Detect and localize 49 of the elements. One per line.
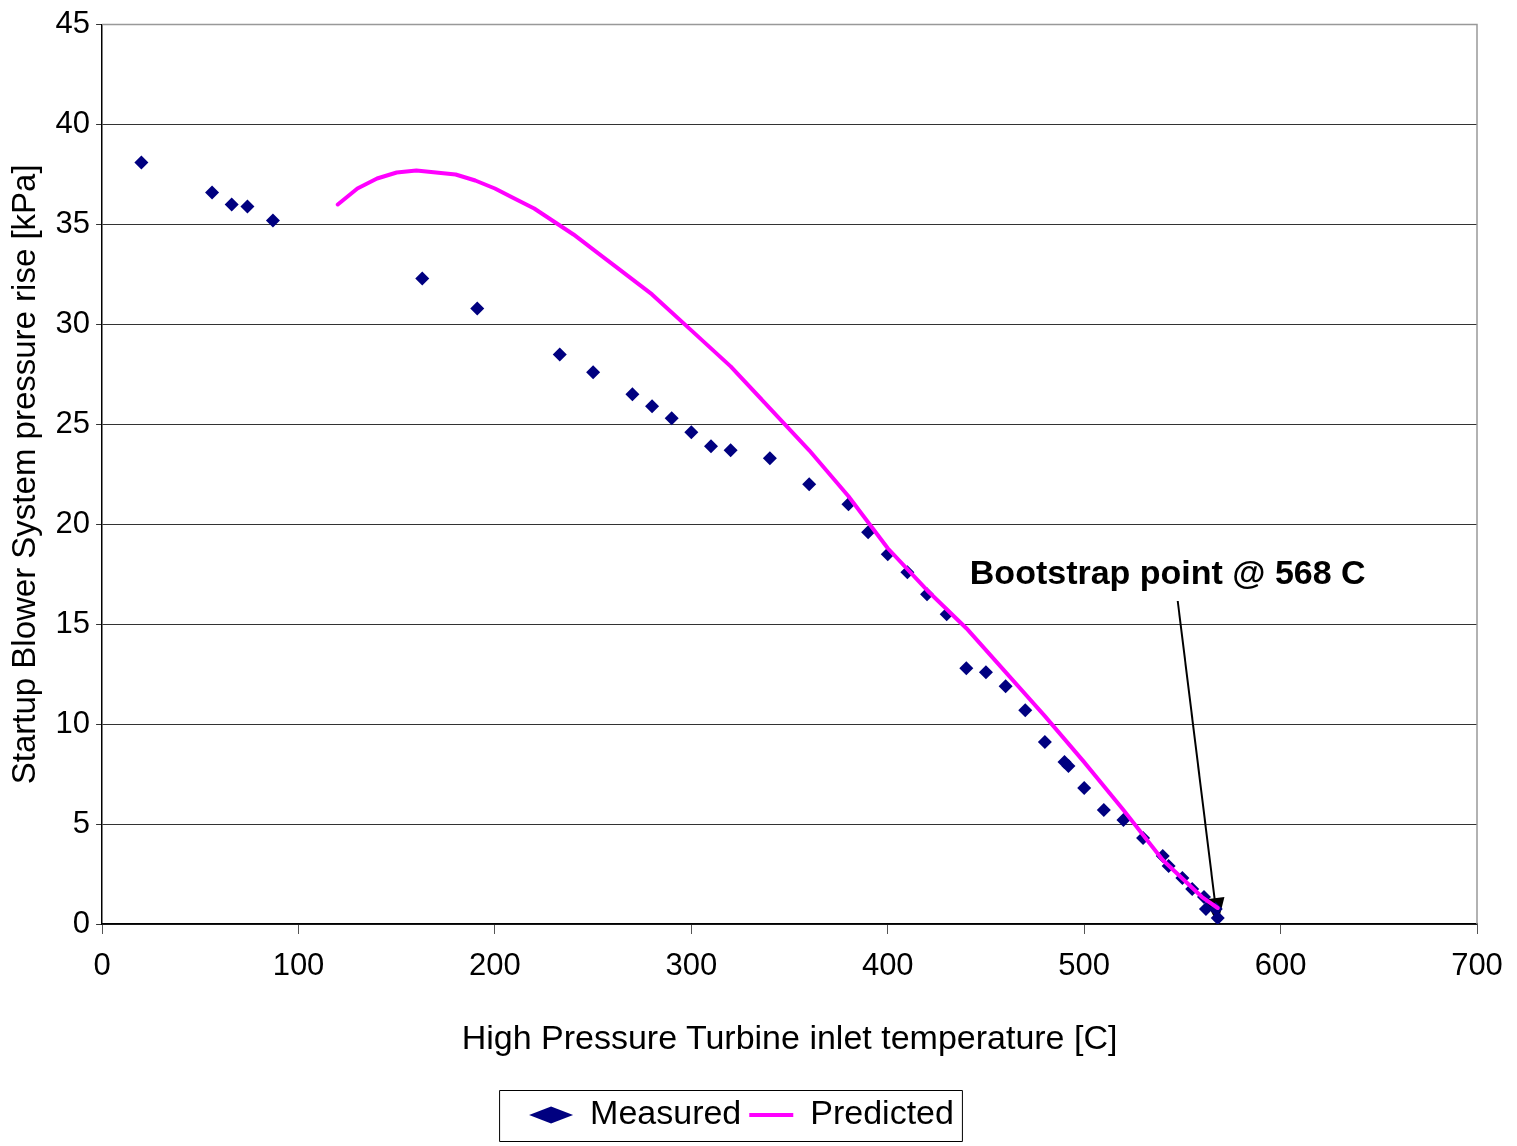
point [552,347,567,362]
point [1037,735,1052,750]
point [240,199,255,214]
y-tick-label: 15 [55,604,91,640]
point [224,197,239,212]
point [802,477,817,492]
point [1018,703,1033,718]
x-tick-label: 600 [1254,947,1307,983]
point [861,525,876,540]
point [959,661,974,676]
y-tick-label: 5 [72,804,91,840]
x-tick-label: 200 [469,947,521,983]
y-axis-title: Startup Blower System pressure rise [kPa] [4,164,42,785]
point [1077,781,1092,796]
y-tick-label: 25 [55,404,91,440]
point [1096,803,1111,818]
x-axis-title: High Pressure Turbine inlet temperature [C] [461,1017,1118,1056]
y-tick-label: 40 [55,105,91,141]
x-tick-label: 700 [1451,947,1503,983]
legend-label: Measured [590,1093,742,1132]
point [645,399,660,414]
point [470,301,485,316]
y-tick-label: 0 [72,904,91,940]
y-tick-label: 35 [55,205,91,241]
point [134,155,149,170]
point [586,365,601,380]
point [415,271,430,286]
x-tick-label: 100 [272,947,325,983]
point [1061,759,1076,774]
x-tick-label: 300 [665,947,718,983]
point [1116,813,1131,828]
y-tick-label: 30 [55,304,91,340]
x-tick-label: 500 [1058,947,1111,983]
point [723,443,738,458]
legend-label: Predicted [810,1093,954,1132]
y-tick-label: 45 [55,5,91,41]
annotation: Bootstrap point @ 568 C [969,553,1366,592]
x-tick-label: 400 [861,947,914,983]
y-tick-label: 20 [55,504,91,540]
point [998,679,1013,694]
point [265,213,280,228]
point [664,411,679,426]
point [625,387,640,402]
y-tick-label: 10 [55,704,91,740]
point [978,665,993,680]
point [762,451,777,466]
point [684,425,699,440]
point [205,185,220,200]
point [703,439,718,454]
